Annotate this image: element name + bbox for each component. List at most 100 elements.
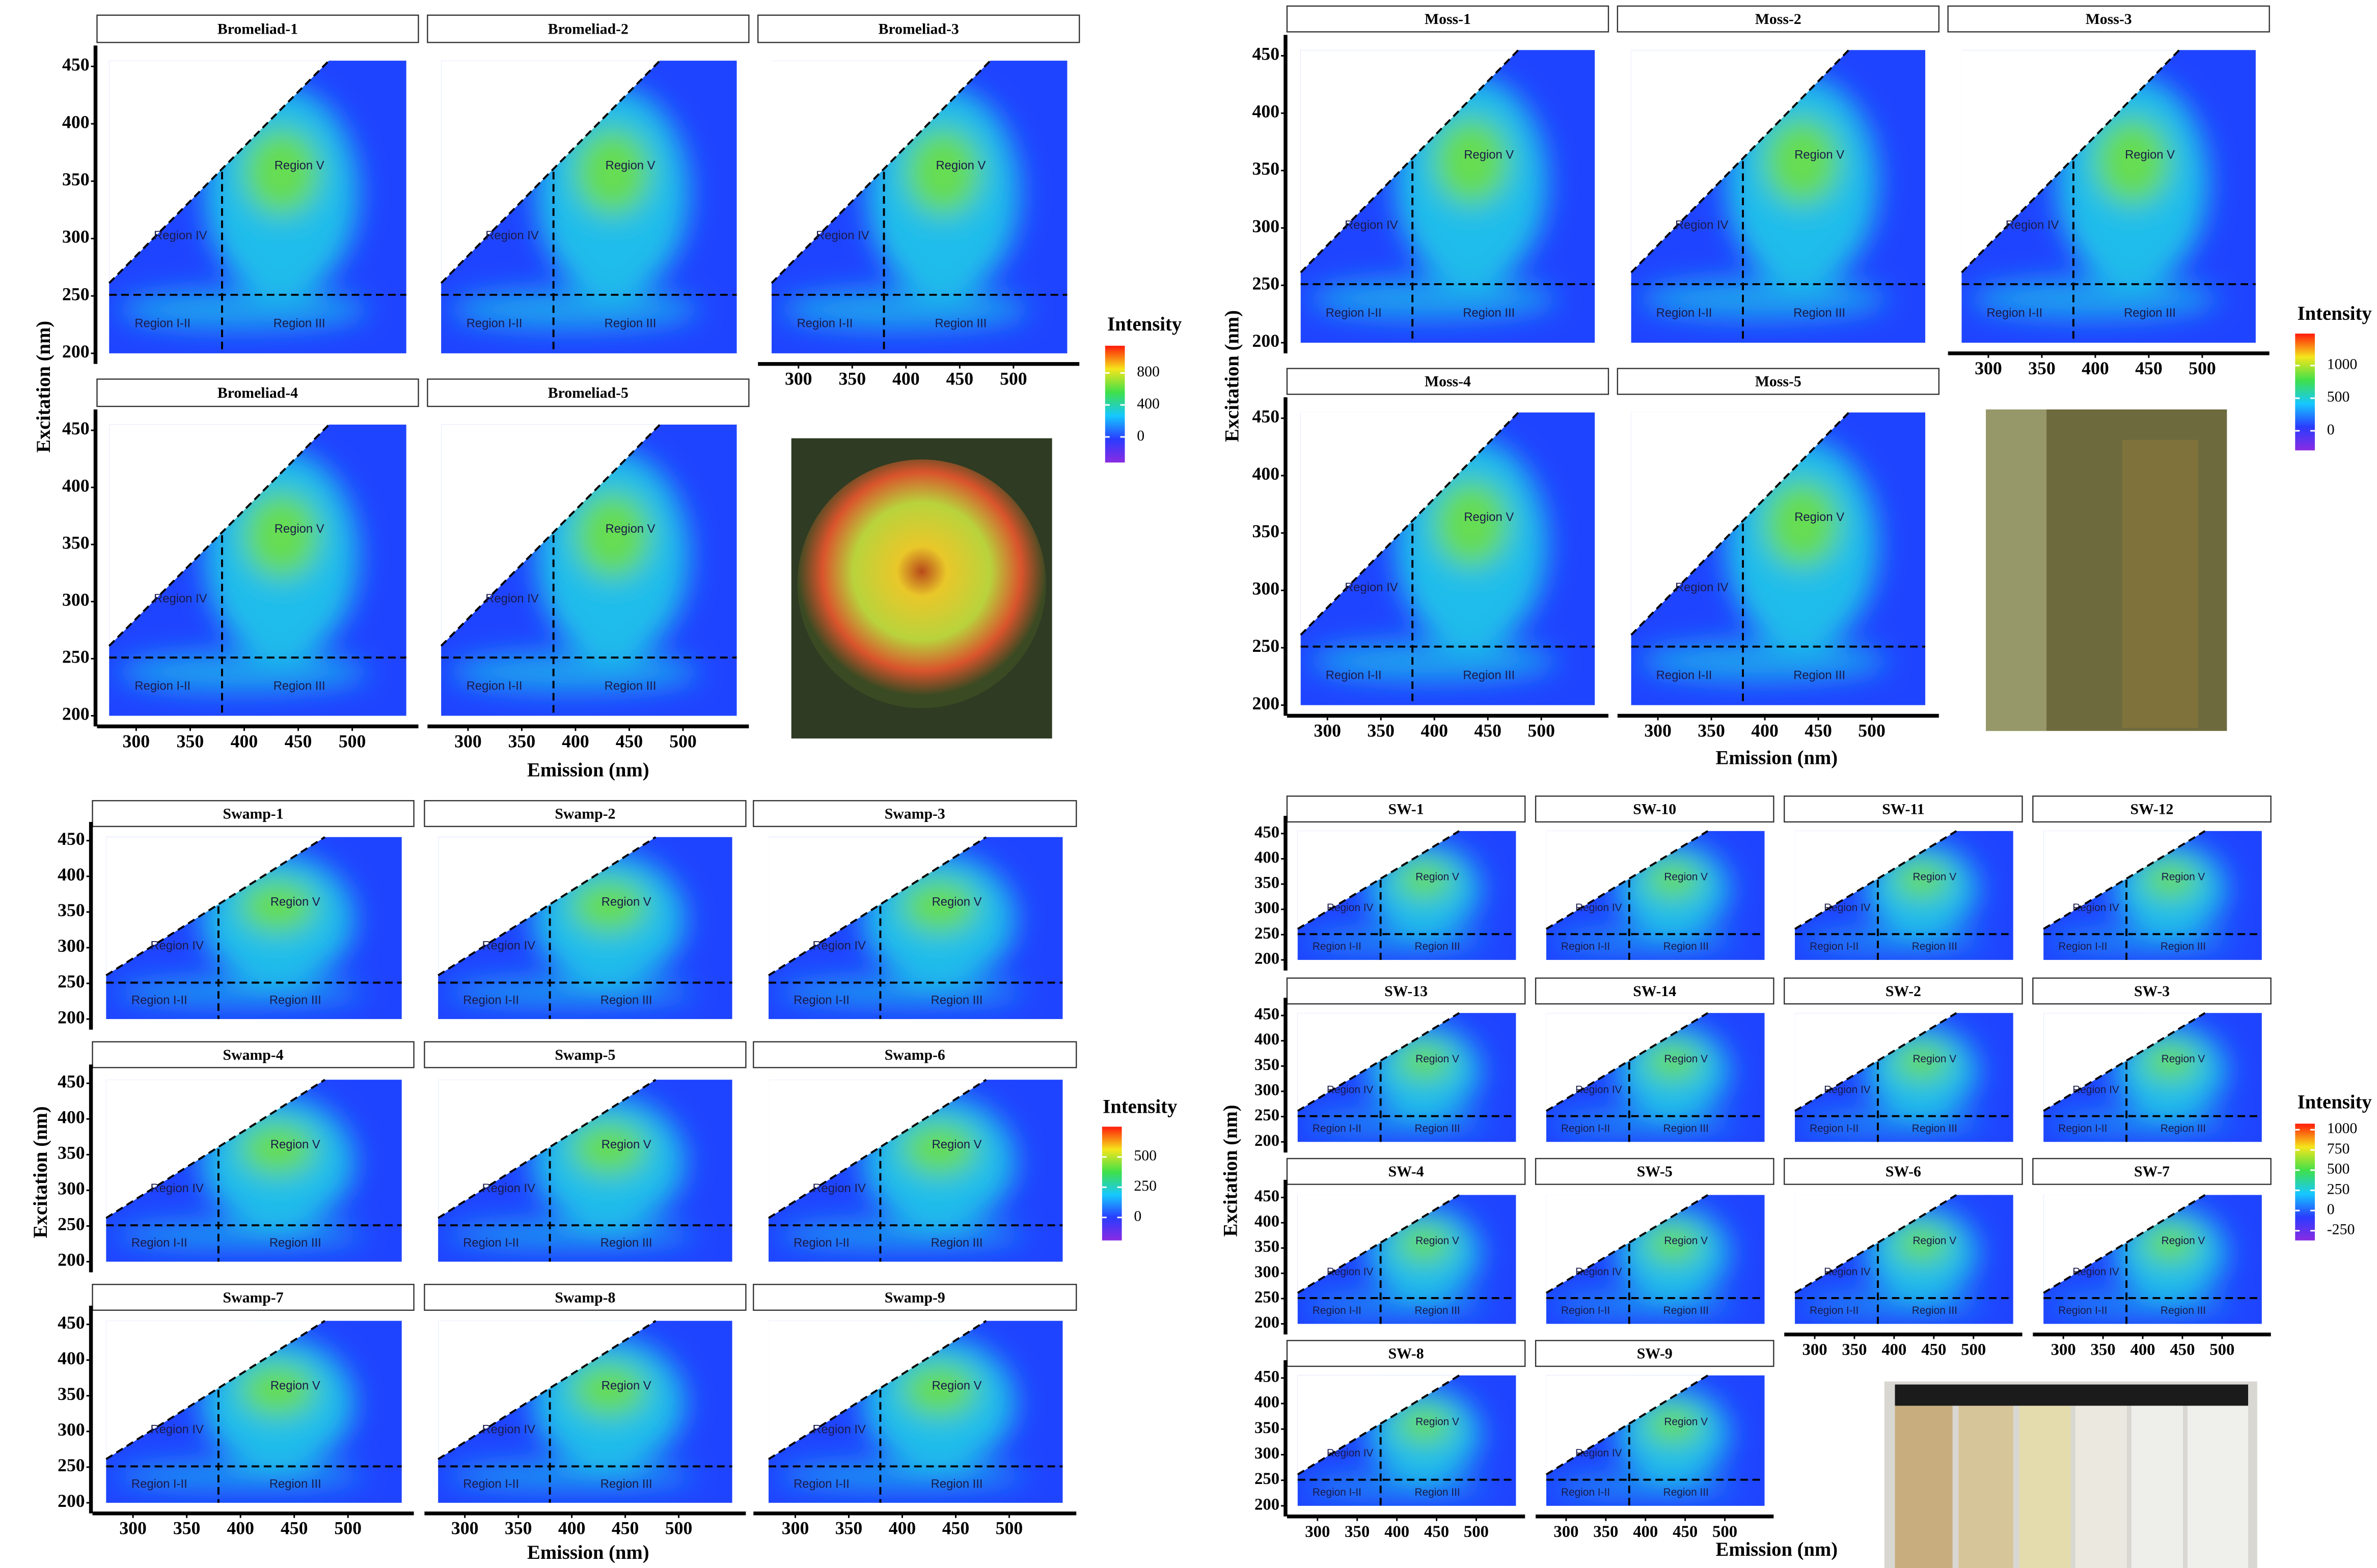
region-label: Region IV [812, 939, 866, 952]
region-label: Region III [1415, 1487, 1460, 1498]
y-tick-label: 200 [58, 1007, 85, 1027]
region-boundary [1297, 830, 1460, 930]
blob [1644, 1224, 1702, 1263]
panel: SW-5 Region V Region IV Region I-II Region I… [1535, 1158, 1774, 1324]
panel: Moss-1 Region V Region IV Region I-II Region… [1286, 5, 1609, 343]
region-label: Region IV [2006, 218, 2059, 232]
panel-title: Swamp-7 [223, 1289, 284, 1306]
region-label: Region V [1415, 871, 1459, 883]
panel: SW-9 Region V Region IV Region I-II Region I… [1535, 1340, 1774, 1506]
y-tick-label: 400 [62, 475, 90, 496]
panel-title: Bromeliad-1 [217, 20, 298, 37]
x-tick-label: 450 [1474, 720, 1501, 740]
strip [1286, 795, 1526, 823]
x-tick-label: 350 [1698, 720, 1725, 740]
y-tick-label: 250 [58, 971, 85, 992]
strip [1617, 368, 1940, 395]
colorbar-tick-label: 0 [1137, 427, 1144, 444]
region-label: Region IV [482, 1422, 536, 1436]
colorbar-title: Intensity [1107, 314, 1182, 335]
panel-title: Moss-1 [1425, 11, 1471, 27]
y-tick-label: 350 [1254, 1056, 1279, 1074]
x-tick-label: 300 [119, 1518, 147, 1538]
x-tick-label: 450 [946, 369, 974, 389]
region-label: Region IV [2072, 902, 2119, 914]
x-tick-label: 350 [177, 731, 204, 751]
blob [447, 1463, 694, 1489]
blob [1644, 861, 1702, 899]
y-tick-label: 350 [58, 1384, 85, 1404]
y-tick-label: 400 [1252, 101, 1280, 121]
region-label: Region V [1794, 510, 1844, 524]
colorbar-tick-label: 0 [2327, 1201, 2335, 1218]
blob [900, 878, 978, 934]
region-label: Region III [269, 1477, 321, 1491]
blob [1396, 1405, 1453, 1445]
y-tick-label: 300 [1254, 1444, 1279, 1463]
x-tick-label: 450 [2135, 358, 2163, 378]
panel: Moss-2 Region V Region IV Region I-II Region… [1617, 5, 1940, 343]
region-label: Region I-II [1326, 668, 1382, 682]
region-label: Region III [600, 1236, 652, 1250]
blob [777, 979, 1025, 1005]
region-label: Region III [1912, 1122, 1957, 1134]
colorbar-tick-label: 500 [2327, 1161, 2350, 1177]
region-boundary [438, 1319, 657, 1460]
x-tick-label: 350 [1593, 1523, 1618, 1541]
region-boundary [438, 836, 657, 976]
panel: Bromeliad-4 Region V Region IV Region I-II R… [96, 378, 419, 716]
empty-region [1795, 1013, 1957, 1111]
region-label: Region I-II [467, 679, 523, 693]
panel: SW-3 Region V Region IV Region I-II Region I… [2032, 977, 2272, 1142]
region-label: Region I-II [1656, 306, 1712, 320]
region-label: Region III [600, 994, 652, 1007]
y-tick-label: 250 [1252, 273, 1280, 293]
panel-title: SW-10 [1633, 801, 1676, 817]
x-tick-label: 500 [2209, 1341, 2234, 1359]
panel-title: SW-7 [2134, 1163, 2170, 1180]
region-boundary [1545, 830, 1709, 930]
panel-title: Swamp-1 [223, 805, 284, 822]
region-label: Region V [2162, 1235, 2205, 1247]
region-label: Region IV [154, 592, 207, 606]
blob [115, 1221, 364, 1247]
empty-region [1297, 1375, 1459, 1475]
colorbar [2295, 334, 2315, 451]
colorbar-tick-label: 250 [2327, 1180, 2350, 1197]
strip [96, 378, 419, 407]
region-boundary [1794, 1012, 1957, 1112]
panel-title: Moss-3 [2086, 11, 2132, 27]
blob [2050, 931, 2234, 950]
blob [115, 979, 364, 1005]
strip [424, 1041, 747, 1068]
blob [1552, 931, 1736, 950]
panel: SW-14 Region V Region IV Region I-II Region … [1535, 977, 1774, 1142]
region-label: Region V [2162, 1053, 2205, 1065]
y-tick-label: 450 [1254, 1367, 1279, 1386]
panel: SW-2 Region V Region IV Region I-II Region I… [1784, 977, 2023, 1142]
region-label: Region IV [1824, 1084, 1871, 1096]
x-tick-label: 500 [669, 731, 697, 751]
blob [239, 1362, 316, 1418]
colorbar [1102, 1126, 1122, 1241]
region-label: Region IV [2072, 1084, 2119, 1096]
strip [1535, 795, 1774, 823]
empty-region [1297, 831, 1459, 929]
empty-region [1795, 831, 1957, 929]
blob [777, 1221, 1025, 1247]
blob [1304, 931, 1488, 950]
y-tick-label: 400 [58, 1348, 85, 1368]
region-label: Region V [1664, 1235, 1708, 1247]
panel: Bromeliad-2 Region V Region IV Region I-II R… [427, 14, 750, 353]
blob [1309, 278, 1557, 319]
region-label: Region IV [1575, 902, 1622, 914]
y-tick-label: 250 [1254, 1106, 1279, 1124]
x-tick-label: 500 [1961, 1341, 1986, 1359]
blob [2050, 1295, 2234, 1314]
panel: Swamp-3 Region V Region IV Region I-II Regio… [753, 800, 1077, 1020]
panel: Swamp-9 Region V Region IV Region I-II Regio… [753, 1283, 1077, 1503]
y-tick-label: 250 [1254, 924, 1279, 943]
x-tick-label: 400 [1420, 720, 1448, 740]
y-tick-label: 250 [1254, 1288, 1279, 1306]
